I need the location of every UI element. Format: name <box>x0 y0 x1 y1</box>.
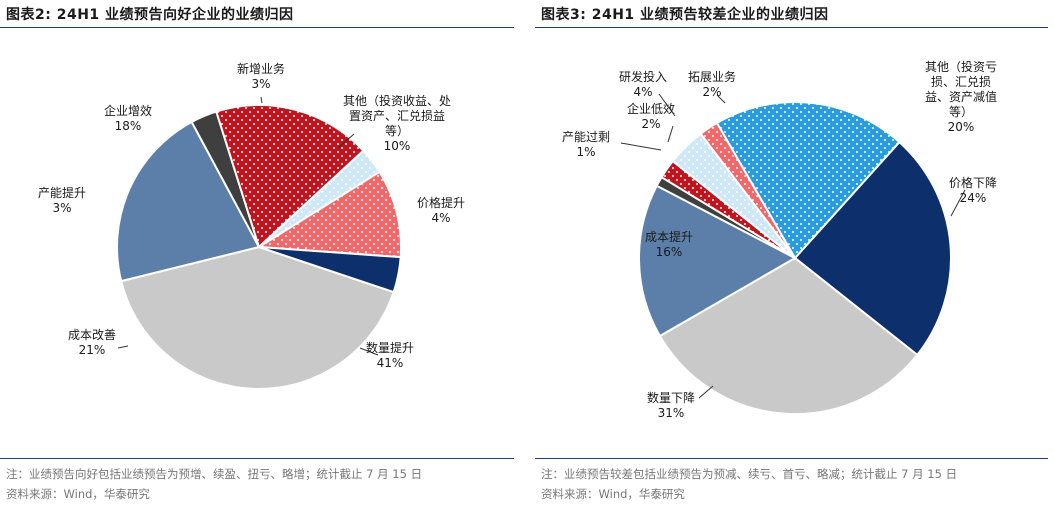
slice-category-label: 等） <box>949 105 973 119</box>
chart-note: 注：业绩预告较差包括业绩预告为预减、续亏、首亏、略减；统计截止 7 月 15 日 <box>541 467 958 481</box>
pie-slice <box>255 170 403 259</box>
divider <box>535 458 1048 459</box>
slice-category-label: 数量提升 <box>366 340 414 355</box>
slice-value-label: 1% <box>576 145 595 159</box>
slice-category-label: 企业增效 <box>104 103 152 118</box>
slice-category-label: 益、资产减值 <box>925 89 997 104</box>
leader-line <box>658 93 676 117</box>
slice-value-label: 16% <box>656 245 683 259</box>
slice-category-label: 产能过剩 <box>562 130 610 144</box>
leader-line <box>667 125 674 143</box>
pie-slice <box>116 120 261 283</box>
slice-value-label: 2% <box>641 117 660 131</box>
slice-value-label: 4% <box>431 211 450 225</box>
pie-chart: 价格下降24%数量下降31%成本提升16%产能过剩1%企业低效2%研发投入4%拓… <box>562 59 997 420</box>
slice-category-label: 产能提升 <box>38 185 86 200</box>
slice-category-label: 数量下降 <box>647 390 695 405</box>
leader-line <box>716 94 726 104</box>
slice-category-label: 等） <box>385 124 409 138</box>
slice-value-label: 20% <box>948 120 975 134</box>
divider <box>535 27 1048 28</box>
slice-value-label: 3% <box>52 201 71 215</box>
pie-slice <box>119 245 395 390</box>
slice-category-label: 其他（投资亏 <box>925 59 997 74</box>
slice-value-label: 10% <box>384 139 411 153</box>
chart-note: 注：业绩预告向好包括业绩预告为预增、续盈、扭亏、略增；统计截止 7 月 15 日 <box>6 467 423 481</box>
pie-slice <box>793 140 952 357</box>
leader-line <box>698 385 714 399</box>
pie-slice <box>638 184 798 338</box>
chart-title: 图表3: 24H1 业绩预告较差企业的业绩归因 <box>541 7 829 23</box>
slice-category-label: 其他（投资收益、处 <box>343 93 451 108</box>
leader-line <box>337 133 355 149</box>
slice-value-label: 21% <box>79 343 106 357</box>
chart-title: 图表2: 24H1 业绩预告向好企业的业绩归因 <box>6 7 294 23</box>
chart-panel-left: 图表2: 24H1 业绩预告向好企业的业绩归因 数量提升 41% 成本改善 21% 产能… <box>0 0 520 506</box>
slice-category-label: 价格提升 <box>417 195 465 210</box>
slice-category-label: 新增业务 <box>237 61 285 76</box>
chart-source: 资料来源：Wind，华泰研究 <box>541 487 685 501</box>
slice-category-label: 价格下降 <box>949 175 997 190</box>
leader-line <box>117 345 129 349</box>
slice-category-label: 损、汇兑损 <box>931 75 991 89</box>
divider <box>0 458 514 459</box>
slice-category-label: 成本改善 <box>68 327 116 342</box>
pie-slice <box>715 101 901 260</box>
slice-category-label: 成本提升 <box>645 229 693 244</box>
slice-value-label: 2% <box>702 85 721 99</box>
slice-value-label: 3% <box>251 77 270 91</box>
slice-category-label: 企业低效 <box>627 101 675 116</box>
slice-value-label: 18% <box>115 119 142 133</box>
leader-line <box>260 96 263 104</box>
slice-category-label: 拓展业务 <box>688 69 736 84</box>
pie-slice <box>258 246 402 294</box>
slice-value-label: 24% <box>960 191 987 205</box>
slice-value-label: 31% <box>658 406 685 420</box>
leader-line <box>620 142 662 151</box>
chart-panel-right: 图表3: 24H1 业绩预告较差企业的业绩归因 价格下降 24% 数量下降 31% 成本… <box>535 0 1054 506</box>
chart-source: 资料来源：Wind，华泰研究 <box>6 487 150 501</box>
slice-value-label: 41% <box>377 356 404 370</box>
leader-line <box>950 189 966 217</box>
slice-value-label: 4% <box>633 85 652 99</box>
pie-chart: 数量提升41%成本改善21%产能提升3%企业增效18%新增业务3%其他（投资收益… <box>38 61 465 390</box>
pie-slice <box>658 256 919 415</box>
slice-category-label: 研发投入 <box>619 69 667 84</box>
leader-line <box>359 347 379 356</box>
pie-slice <box>215 104 365 249</box>
slice-category-label: 置资产、汇兑损益 <box>349 109 445 123</box>
divider <box>0 27 514 28</box>
